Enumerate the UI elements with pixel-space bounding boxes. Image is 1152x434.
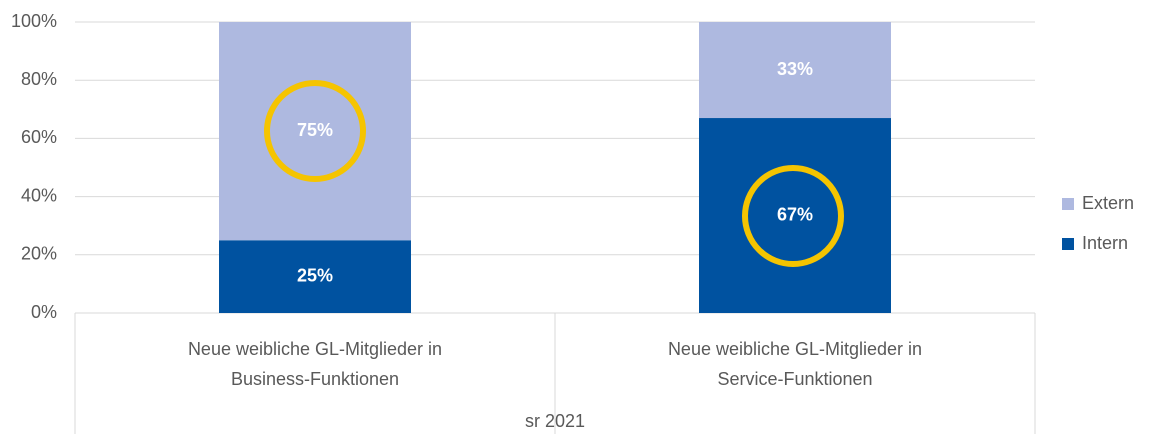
y-tick-label: 100%: [11, 11, 57, 31]
highlight-ring: [264, 80, 366, 182]
bar-segment: [699, 22, 891, 119]
y-tick-label: 0%: [31, 302, 57, 322]
y-tick-label: 80%: [21, 69, 57, 89]
x-tick-label: Service-Funktionen: [717, 369, 872, 389]
x-tick-label: Neue weibliche GL-Mitglieder in: [668, 339, 922, 359]
legend-swatch: [1062, 198, 1074, 210]
x-tick-label: Business-Funktionen: [231, 369, 399, 389]
x-tick-label: Neue weibliche GL-Mitglieder in: [188, 339, 442, 359]
bar-segment: [699, 118, 891, 313]
value-label: 33%: [777, 59, 813, 79]
legend-swatch: [1062, 238, 1074, 250]
y-tick-label: 20%: [21, 244, 57, 264]
y-tick-label: 40%: [21, 185, 57, 205]
group-label: sr 2021: [525, 411, 585, 431]
highlight-ring: [742, 165, 844, 267]
legend-label: Intern: [1082, 233, 1128, 253]
value-label: 25%: [297, 265, 333, 285]
value-label: 67%: [777, 204, 813, 224]
bar-segment: [219, 22, 411, 241]
bar-segment: [219, 240, 411, 313]
y-tick-label: 60%: [21, 127, 57, 147]
legend-label: Extern: [1082, 193, 1134, 213]
value-label: 75%: [297, 120, 333, 140]
